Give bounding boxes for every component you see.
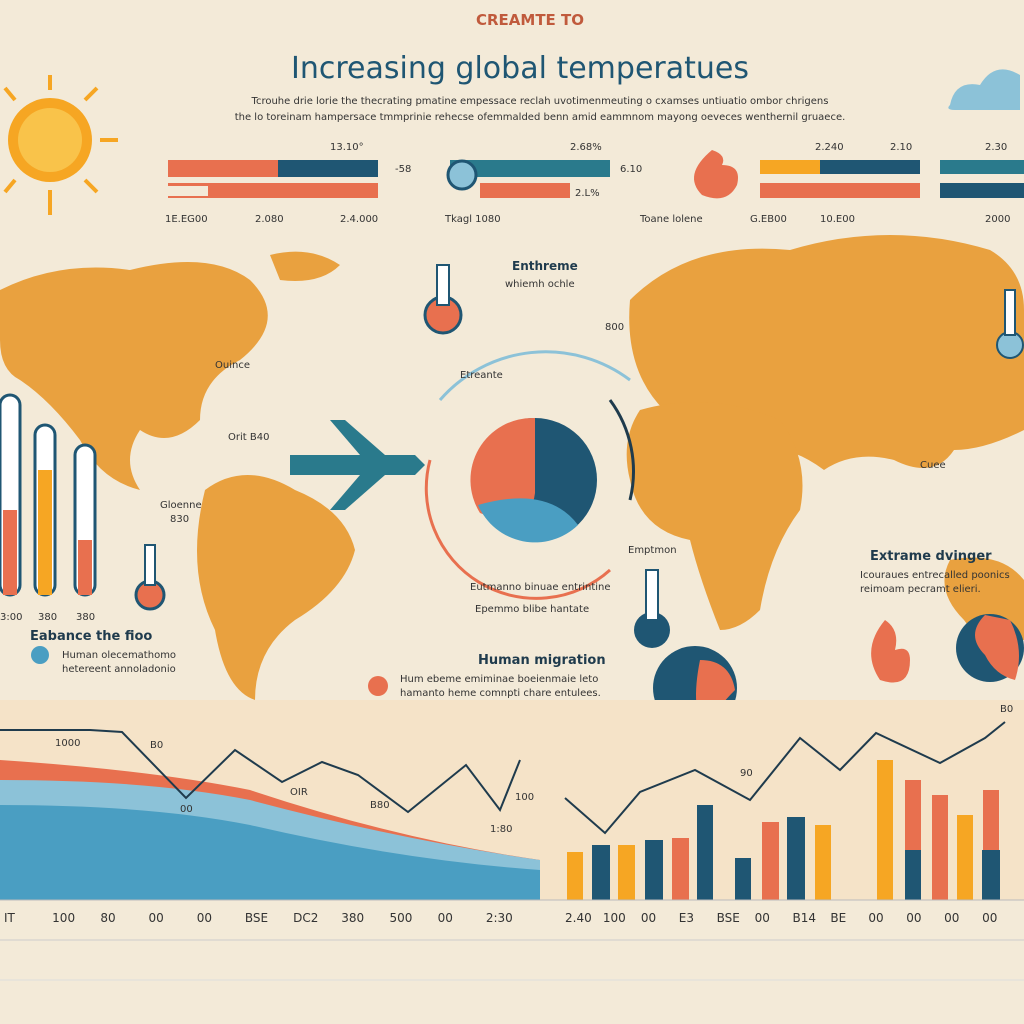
stat-label: G.EB00 (750, 214, 787, 225)
callout-line: Icouraues entrecalled poonics (860, 570, 1010, 581)
thermometer-label: 380 (76, 612, 95, 623)
intro-line: the lo toreinam hampersace tmmprinie reh… (235, 112, 846, 123)
callout-title: Eabance the fioo (30, 629, 152, 644)
stat-label: 2.30 (985, 142, 1007, 153)
kicker: CREAMTE TO (476, 11, 584, 29)
map-label: Enthreme (512, 259, 578, 273)
point-label: 1:80 (490, 824, 512, 835)
axis-label: 500 (389, 911, 412, 925)
stat-label: 1E.EG00 (165, 214, 208, 225)
cycle-line: Eutmanno binuae entrintine (470, 582, 611, 593)
point-label: 00 (180, 804, 193, 815)
thermometer-label: 380 (38, 612, 57, 623)
map-label: Emptmon (628, 545, 677, 556)
stat-label: 2.4.000 (340, 214, 378, 225)
point-label: B0 (1000, 704, 1013, 715)
point-label: B80 (370, 800, 390, 811)
callout-title: Extrame dvinger (870, 549, 992, 564)
stat-label: 2.68% (570, 142, 602, 153)
map-label: Orit B40 (228, 432, 269, 443)
axis-label: BE (830, 911, 846, 925)
cycle-title: Etreante (460, 370, 503, 381)
stat-label: 6.10 (620, 164, 642, 175)
world-map (0, 235, 1024, 700)
map-label: whiemh ochle (505, 279, 575, 290)
axis-label: IT (4, 911, 16, 925)
axis-label: 100 (603, 911, 626, 925)
stat-label: 10.E00 (820, 214, 855, 225)
point-label: 1000 (55, 738, 80, 749)
point-label: B0 (150, 740, 163, 751)
axis-label: 00 (755, 911, 770, 925)
axis-label: 380 (341, 911, 364, 925)
intro-line: Tcrouhe drie lorie the thecrating pmatin… (251, 96, 829, 107)
callout-line: reimoam pecramt elieri. (860, 584, 981, 595)
axis-label: E3 (679, 911, 694, 925)
axis-label: 00 (906, 911, 921, 925)
stat-label: 2.10 (890, 142, 912, 153)
stat-bars (168, 150, 1024, 199)
map-label: Ouince (215, 360, 250, 371)
axis-label: DC2 (293, 911, 318, 925)
axis-label: 00 (982, 911, 997, 925)
axis-label: BSE (717, 911, 740, 925)
thermometers (0, 264, 1024, 648)
axis-label: 00 (438, 911, 453, 925)
map-label: 830 (170, 514, 189, 525)
callout-title: Human migration (478, 653, 606, 668)
axis-label: 00 (197, 911, 212, 925)
stat-label: 2.080 (255, 214, 284, 225)
callout-line: hetereent annoladonio (62, 664, 176, 675)
map-label: Cuee (920, 460, 946, 471)
cycle (290, 350, 635, 600)
point-label: 90 (740, 768, 753, 779)
stat-label: Toane lolene (639, 214, 703, 225)
stat-label: 13.10° (330, 142, 364, 153)
title: Increasing global temperatues (291, 51, 749, 86)
stat-label: 2.L% (575, 188, 600, 199)
callout-dot (368, 676, 388, 696)
stat-label: -58 (395, 164, 411, 175)
axis-label: 00 (641, 911, 656, 925)
callout-dot (31, 646, 49, 664)
callout-line: hamanto heme comnpti chare entulees. (400, 688, 601, 699)
axis-label: 00 (868, 911, 883, 925)
sun (3, 75, 118, 215)
stat-label: 2.240 (815, 142, 844, 153)
axis-label: 100 (52, 911, 75, 925)
axis-label: B14 (793, 911, 817, 925)
stat-label: 2000 (985, 214, 1010, 225)
thermometer-label: 3:00 (0, 612, 22, 623)
callout-line: Human olecemathomo (62, 650, 176, 661)
axis-label: 2.40 (565, 911, 592, 925)
stat-label: Tkagl 1080 (444, 214, 501, 225)
axis-label: 00 (944, 911, 959, 925)
cloud (948, 69, 1020, 110)
bottom-chart (0, 700, 1024, 981)
axis-label: 2:30 (486, 911, 513, 925)
axis-label: 00 (149, 911, 164, 925)
point-label: 100 (515, 792, 534, 803)
map-label: Gloenne (160, 500, 202, 511)
axis-label: BSE (245, 911, 268, 925)
point-label: OIR (290, 787, 308, 798)
callout-line: Hum ebeme emiminae boeienmaie leto (400, 674, 598, 685)
axis-label: 80 (100, 911, 115, 925)
cycle-line: Epemmo blibe hantate (475, 604, 589, 615)
map-label: 800 (605, 322, 624, 333)
